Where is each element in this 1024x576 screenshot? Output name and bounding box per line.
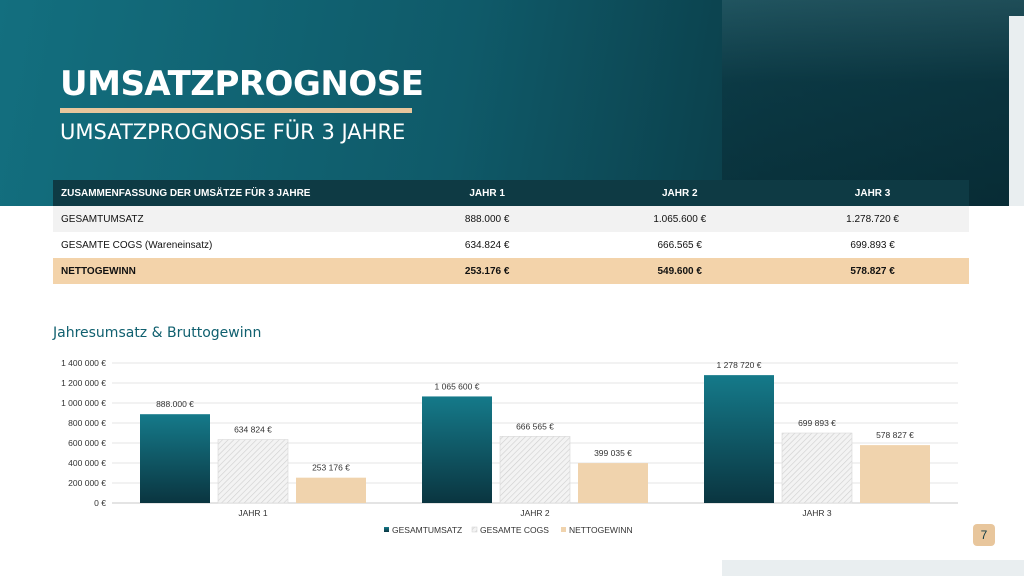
legend-swatch [471, 526, 478, 533]
y-tick-label: 400 000 € [68, 458, 106, 468]
header-accent-panel [722, 0, 1024, 206]
bar-nettogewinn [296, 477, 366, 503]
y-tick-label: 200 000 € [68, 478, 106, 488]
bar-gesamte-cogs [781, 432, 853, 504]
bar-nettogewinn [860, 445, 930, 503]
data-label: 634 824 € [234, 425, 272, 435]
table-cell: 578.827 € [776, 258, 969, 284]
bar-gesamtumsatz [140, 414, 210, 503]
data-label: 888.000 € [156, 399, 194, 409]
page-number-badge: 7 [973, 524, 995, 546]
y-tick-label: 1 000 000 € [61, 398, 106, 408]
table-cell: 666.565 € [583, 232, 777, 258]
y-tick-label: 1 200 000 € [61, 378, 106, 388]
table-header: ZUSAMMENFASSUNG DER UMSÄTZE FÜR 3 JAHRE [53, 180, 392, 206]
y-tick-label: 0 € [94, 498, 106, 508]
chart-title: Jahresumsatz & Bruttogewinn [53, 325, 262, 341]
data-label: 1 278 720 € [717, 360, 762, 370]
legend-label: GESAMTUMSATZ [392, 525, 462, 535]
table-row: NETTOGEWINN 253.176 € 549.600 € 578.827 … [53, 258, 969, 284]
legend-swatch [384, 527, 389, 532]
data-label: 699 893 € [798, 418, 836, 428]
table-cell: 888.000 € [391, 206, 584, 232]
summary-table: ZUSAMMENFASSUNG DER UMSÄTZE FÜR 3 JAHRE … [53, 180, 969, 284]
side-accent-strip [1009, 16, 1024, 206]
y-tick-label: 1 400 000 € [61, 358, 106, 368]
row-label: GESAMTE COGS (Wareneinsatz) [53, 232, 392, 258]
x-tick-label: JAHR 3 [802, 508, 832, 518]
page-title: UMSATZPROGNOSE [60, 64, 424, 104]
data-label: 1 065 600 € [435, 381, 480, 391]
table-row: GESAMTE COGS (Wareneinsatz) 634.824 € 66… [53, 232, 969, 258]
bar-gesamte-cogs [499, 436, 571, 504]
table-header: JAHR 3 [776, 180, 969, 206]
table-header: JAHR 2 [583, 180, 777, 206]
data-label: 578 827 € [876, 430, 914, 440]
legend-label: NETTOGEWINN [569, 525, 633, 535]
y-tick-label: 600 000 € [68, 438, 106, 448]
page-subtitle: UMSATZPROGNOSE FÜR 3 JAHRE [60, 120, 406, 144]
bar-nettogewinn [578, 463, 648, 503]
table-row: GESAMTUMSATZ 888.000 € 1.065.600 € 1.278… [53, 206, 969, 232]
bar-gesamtumsatz [704, 375, 774, 503]
data-label: 399 035 € [594, 448, 632, 458]
x-tick-label: JAHR 1 [238, 508, 268, 518]
row-label: GESAMTUMSATZ [53, 206, 392, 232]
table-cell: 1.065.600 € [583, 206, 777, 232]
table-cell: 253.176 € [391, 258, 584, 284]
x-tick-label: JAHR 2 [520, 508, 550, 518]
legend-swatch [561, 527, 566, 532]
row-label: NETTOGEWINN [53, 258, 392, 284]
title-underline [60, 108, 412, 113]
bottom-accent-strip [722, 560, 1024, 576]
table-cell: 549.600 € [583, 258, 777, 284]
data-label: 253 176 € [312, 463, 350, 473]
table-header-row: ZUSAMMENFASSUNG DER UMSÄTZE FÜR 3 JAHRE … [53, 180, 969, 206]
table-cell: 634.824 € [391, 232, 584, 258]
legend-label: GESAMTE COGS [480, 525, 549, 535]
table-cell: 1.278.720 € [776, 206, 969, 232]
y-tick-label: 800 000 € [68, 418, 106, 428]
table-header: JAHR 1 [391, 180, 584, 206]
table-cell: 699.893 € [776, 232, 969, 258]
data-label: 666 565 € [516, 421, 554, 431]
bar-gesamtumsatz [422, 396, 492, 503]
bar-gesamte-cogs [217, 439, 289, 504]
